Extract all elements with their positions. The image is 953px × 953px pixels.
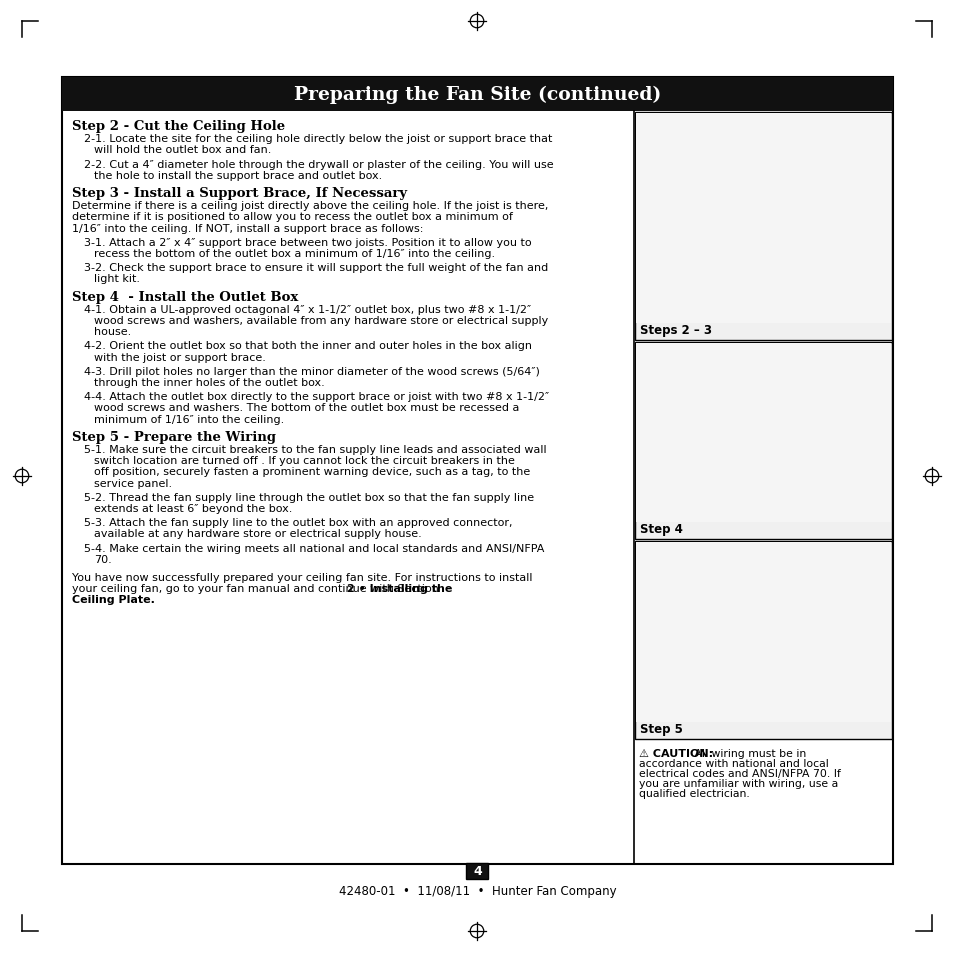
Bar xyxy=(636,343,890,522)
Text: through the inner holes of the outlet box.: through the inner holes of the outlet bo… xyxy=(94,377,324,388)
Text: 1/16″ into the ceiling. If NOT, install a support brace as follows:: 1/16″ into the ceiling. If NOT, install … xyxy=(71,223,423,233)
Text: 4-1. Obtain a UL-approved octagonal 4″ x 1-1/2″ outlet box, plus two #8 x 1-1/2″: 4-1. Obtain a UL-approved octagonal 4″ x… xyxy=(84,304,531,314)
Text: you are unfamiliar with wiring, use a: you are unfamiliar with wiring, use a xyxy=(639,778,838,788)
Text: 70.: 70. xyxy=(94,555,112,564)
Text: 2 • Installing the: 2 • Installing the xyxy=(347,583,452,594)
Text: wood screws and washers. The bottom of the outlet box must be recessed a: wood screws and washers. The bottom of t… xyxy=(94,403,518,413)
Text: 42480-01  •  11/08/11  •  Hunter Fan Company: 42480-01 • 11/08/11 • Hunter Fan Company xyxy=(338,884,616,897)
Text: accordance with national and local: accordance with national and local xyxy=(639,758,828,768)
Text: Determine if there is a ceiling joist directly above the ceiling hole. If the jo: Determine if there is a ceiling joist di… xyxy=(71,201,548,211)
Bar xyxy=(466,863,488,879)
Text: minimum of 1/16″ into the ceiling.: minimum of 1/16″ into the ceiling. xyxy=(94,415,284,424)
Text: the hole to install the support brace and outlet box.: the hole to install the support brace an… xyxy=(94,171,382,181)
Text: wood screws and washers, available from any hardware store or electrical supply: wood screws and washers, available from … xyxy=(94,315,548,326)
Text: extends at least 6″ beyond the box.: extends at least 6″ beyond the box. xyxy=(94,503,292,514)
Text: 4: 4 xyxy=(473,864,481,878)
Text: Step 5 - Prepare the Wiring: Step 5 - Prepare the Wiring xyxy=(71,431,275,443)
Text: Step 5: Step 5 xyxy=(639,722,682,735)
Text: qualified electrician.: qualified electrician. xyxy=(639,788,749,798)
Text: will hold the outlet box and fan.: will hold the outlet box and fan. xyxy=(94,145,271,155)
Text: You have now successfully prepared your ceiling fan site. For instructions to in: You have now successfully prepared your … xyxy=(71,573,532,582)
Text: ⚠ CAUTION:: ⚠ CAUTION: xyxy=(639,748,713,758)
Text: 5-2. Thread the fan supply line through the outlet box so that the fan supply li: 5-2. Thread the fan supply line through … xyxy=(84,493,534,502)
Text: 3-1. Attach a 2″ x 4″ support brace between two joists. Position it to allow you: 3-1. Attach a 2″ x 4″ support brace betw… xyxy=(84,237,531,248)
Text: switch location are turned off . If you cannot lock the circuit breakers in the: switch location are turned off . If you … xyxy=(94,456,515,466)
Text: your ceiling fan, go to your fan manual and continue with Section: your ceiling fan, go to your fan manual … xyxy=(71,583,442,594)
Text: 2-2. Cut a 4″ diameter hole through the drywall or plaster of the ceiling. You w: 2-2. Cut a 4″ diameter hole through the … xyxy=(84,159,553,170)
Text: 2-1. Locate the site for the ceiling hole directly below the joist or support br: 2-1. Locate the site for the ceiling hol… xyxy=(84,134,552,144)
Text: Preparing the Fan Site (continued): Preparing the Fan Site (continued) xyxy=(294,86,660,104)
Bar xyxy=(635,112,891,340)
Text: 4-4. Attach the outlet box directly to the support brace or joist with two #8 x : 4-4. Attach the outlet box directly to t… xyxy=(84,392,549,402)
Text: light kit.: light kit. xyxy=(94,274,140,284)
Text: recess the bottom of the outlet box a minimum of 1/16″ into the ceiling.: recess the bottom of the outlet box a mi… xyxy=(94,249,495,258)
Text: Ceiling Plate.: Ceiling Plate. xyxy=(71,595,154,605)
Text: 5-1. Make sure the circuit breakers to the fan supply line leads and associated : 5-1. Make sure the circuit breakers to t… xyxy=(84,444,546,455)
Text: Step 2 - Cut the Ceiling Hole: Step 2 - Cut the Ceiling Hole xyxy=(71,120,285,132)
Bar xyxy=(635,342,891,539)
Bar xyxy=(636,113,890,323)
Text: determine if it is positioned to allow you to recess the outlet box a minimum of: determine if it is positioned to allow y… xyxy=(71,213,513,222)
Text: electrical codes and ANSI/NFPA 70. If: electrical codes and ANSI/NFPA 70. If xyxy=(639,768,840,778)
Text: All wiring must be in: All wiring must be in xyxy=(690,748,805,758)
Bar xyxy=(636,542,890,722)
Text: 4-2. Orient the outlet box so that both the inner and outer holes in the box ali: 4-2. Orient the outlet box so that both … xyxy=(84,341,532,351)
Text: house.: house. xyxy=(94,327,132,336)
Bar xyxy=(62,78,892,864)
Text: service panel.: service panel. xyxy=(94,478,172,488)
Text: 5-4. Make certain the wiring meets all national and local standards and ANSI/NFP: 5-4. Make certain the wiring meets all n… xyxy=(84,543,544,553)
Text: 4-3. Drill pilot holes no larger than the minor diameter of the wood screws (5/6: 4-3. Drill pilot holes no larger than th… xyxy=(84,366,539,376)
Text: with the joist or support brace.: with the joist or support brace. xyxy=(94,353,266,362)
Text: Step 4: Step 4 xyxy=(639,522,682,536)
Text: 3-2. Check the support brace to ensure it will support the full weight of the fa: 3-2. Check the support brace to ensure i… xyxy=(84,263,548,273)
Text: Step 4  - Install the Outlet Box: Step 4 - Install the Outlet Box xyxy=(71,291,298,303)
Text: off position, securely fasten a prominent warning device, such as a tag, to the: off position, securely fasten a prominen… xyxy=(94,467,530,476)
Text: available at any hardware store or electrical supply house.: available at any hardware store or elect… xyxy=(94,529,421,538)
Bar xyxy=(62,78,892,112)
Text: Steps 2 – 3: Steps 2 – 3 xyxy=(639,323,711,336)
Bar xyxy=(635,541,891,739)
Text: 5-3. Attach the fan supply line to the outlet box with an approved connector,: 5-3. Attach the fan supply line to the o… xyxy=(84,517,512,528)
Text: Step 3 - Install a Support Brace, If Necessary: Step 3 - Install a Support Brace, If Nec… xyxy=(71,187,407,200)
